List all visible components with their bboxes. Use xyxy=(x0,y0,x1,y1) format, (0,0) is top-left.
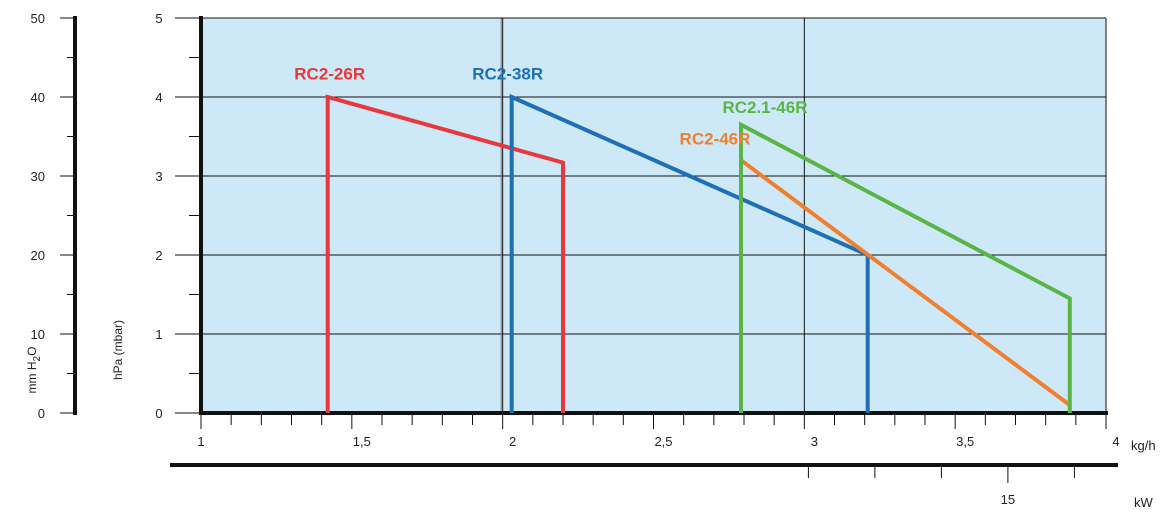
x-axis-unit: kg/h xyxy=(1131,438,1156,453)
y-tick-label: 2 xyxy=(155,248,162,263)
x-tick-label: 2 xyxy=(509,434,516,449)
y2-axis-label: mm H2O xyxy=(25,347,43,394)
y-tick-label: 3 xyxy=(155,169,162,184)
y2-axis-label-part: mm H xyxy=(25,361,39,393)
x-tick-label: 1 xyxy=(197,434,204,449)
series-label: RC2-26R xyxy=(294,65,365,84)
y2-tick-label: 0 xyxy=(38,406,45,421)
x-tick-label: 4 xyxy=(1112,434,1119,449)
y2-tick-label: 10 xyxy=(31,327,45,342)
x-tick-label: 3,5 xyxy=(956,434,974,449)
series-label: RC2-38R xyxy=(472,65,543,84)
y2-axis-label-subscript: 2 xyxy=(32,355,43,361)
series-line-rc2-38r xyxy=(509,93,870,413)
x-tick-label: 2,5 xyxy=(654,434,672,449)
plot-background xyxy=(201,18,1106,413)
y2-tick-label: 30 xyxy=(31,169,45,184)
series-label: RC2.1-46R xyxy=(722,98,807,117)
y2-tick-label: 40 xyxy=(31,90,45,105)
y-tick-label: 0 xyxy=(155,406,162,421)
y-tick-label: 5 xyxy=(155,11,162,26)
series-label: RC2-46R xyxy=(680,129,751,148)
y2-tick-label: 50 xyxy=(31,11,45,26)
y-axis-label: hPa (mbar) xyxy=(111,320,125,380)
y-tick-label: 1 xyxy=(155,327,162,342)
x-tick-label: 1,5 xyxy=(353,434,371,449)
y2-axis-label-part: O xyxy=(25,347,39,356)
series-line-rc2-1-46r xyxy=(739,121,1072,413)
x-tick-label: 3 xyxy=(811,434,818,449)
x2-tick-label: 15 xyxy=(1001,492,1015,507)
y2-tick-label: 20 xyxy=(31,248,45,263)
y-tick-label: 4 xyxy=(155,90,162,105)
x2-axis-unit: kW xyxy=(1134,495,1154,510)
series-line-rc2-26r xyxy=(325,94,565,413)
